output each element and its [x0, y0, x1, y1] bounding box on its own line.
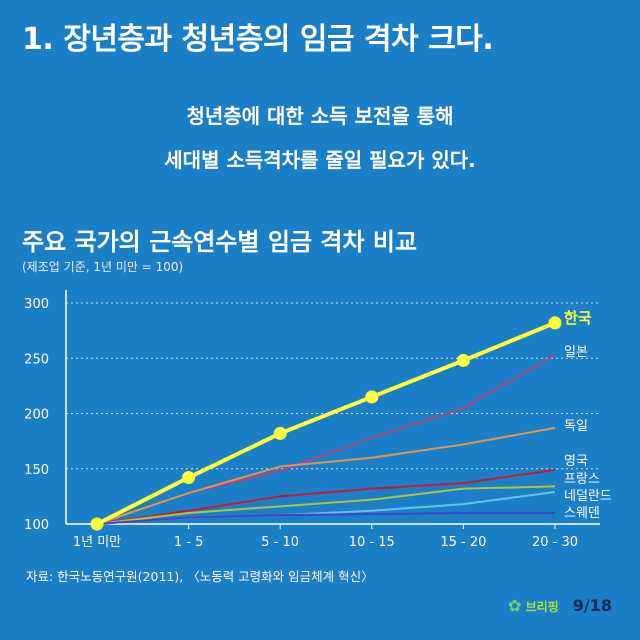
data-point-한국 [365, 390, 379, 404]
chart-title: 주요 국가의 근속연수별 임금 격차 비교 [22, 228, 418, 256]
data-point-한국 [273, 426, 287, 440]
headline: 1. 장년층과 청년층의 임금 격차 크다. [22, 22, 494, 57]
series-label: 영국 [564, 454, 588, 469]
series-line-프랑스 [96, 485, 556, 525]
y-tick-label: 300 [24, 297, 49, 312]
source-note: 자료: 한국노동연구원(2011), 〈노동력 고령화와 임금체계 혁신〉 [26, 569, 374, 584]
series-label: 일본 [564, 345, 588, 360]
brand-logo: ✿ 브리핑 [508, 596, 559, 615]
y-tick-label: 200 [24, 408, 49, 423]
series-line-한국 [96, 321, 556, 526]
data-point-한국 [182, 471, 196, 485]
series-line-영국 [96, 468, 556, 525]
y-tick-label: 250 [24, 352, 49, 367]
series-label: 스웨덴 [564, 506, 600, 521]
x-tick-label: 15 - 20 [440, 535, 486, 550]
x-tick-label: 10 - 15 [349, 535, 395, 550]
y-tick-label: 150 [24, 463, 49, 478]
data-point-한국 [90, 517, 104, 531]
x-tick-label: 5 - 10 [261, 535, 299, 550]
chart-subtitle: (제조업 기준, 1년 미만 = 100) [22, 260, 184, 274]
logo-text: 브리핑 [525, 600, 559, 614]
page-indicator: 9/18 [572, 596, 612, 615]
x-tick-label: 20 - 30 [532, 535, 578, 550]
x-tick-label: 1년 미만 [73, 535, 121, 550]
x-tick-label: 1 - 5 [174, 535, 204, 550]
data-point-한국 [548, 316, 562, 330]
line-chart: 100 150 200 250 300 1년 미만 1 - 5 5 - 10 10 - 15 15… [24, 290, 612, 550]
subtitle-line-2: 세대별 소득격차를 줄일 필요가 있다. [164, 148, 476, 172]
series-label: 독일 [564, 419, 588, 434]
series-line-독일 [96, 426, 556, 525]
y-tick-label: 100 [24, 518, 49, 533]
leaf-logo-icon: ✿ [508, 596, 522, 615]
series-label: 프랑스 [564, 472, 600, 487]
series-label: 네덜란드 [564, 489, 612, 504]
data-point-한국 [456, 353, 470, 367]
series-label: 한국 [564, 309, 592, 327]
series-line-스웨덴 [96, 511, 555, 525]
subtitle-line-1: 청년층에 대한 소득 보전을 통해 [186, 104, 454, 128]
